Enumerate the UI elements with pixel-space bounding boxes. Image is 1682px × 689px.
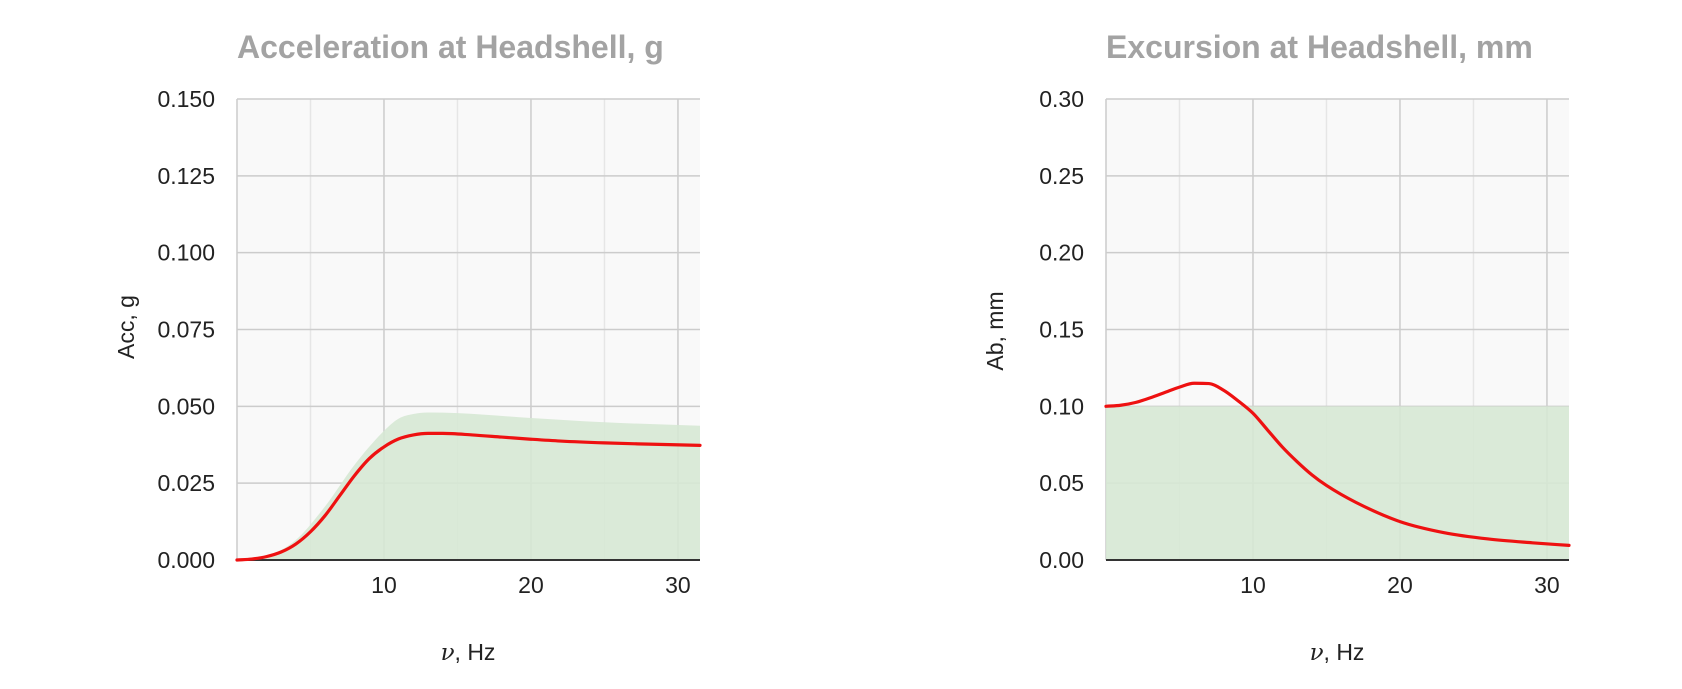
acceleration-y-axis-label: Acc, g <box>113 295 139 359</box>
excursion-x-tick-label: 30 <box>1534 572 1560 598</box>
excursion-tolerance-band <box>1106 406 1569 560</box>
acceleration-y-tick-label: 0.050 <box>157 393 215 419</box>
nu-symbol: ν <box>1310 640 1324 666</box>
acceleration-tolerance-band <box>237 412 700 560</box>
acceleration-chart-title: Acceleration at Headshell, g <box>237 29 664 65</box>
excursion-y-tick-label: 0.20 <box>1039 240 1084 266</box>
excursion-plot-area <box>1104 98 1571 561</box>
excursion-x-tick-label: 10 <box>1240 572 1266 598</box>
acceleration-response-curve <box>235 431 702 562</box>
excursion-x-axis-label: ν, Hz <box>1310 639 1365 666</box>
acceleration-chart: Acceleration at Headshell, g Acc, g ν, H… <box>113 29 702 666</box>
x-axis-unit: , Hz <box>455 639 496 665</box>
acceleration-x-tick-label: 20 <box>518 572 544 598</box>
excursion-chart: Excursion at Headshell, mm Ab, mm ν, Hz … <box>982 29 1571 666</box>
excursion-x-tick-label: 20 <box>1387 572 1413 598</box>
excursion-y-tick-label: 0.05 <box>1039 470 1084 496</box>
excursion-y-tick-label: 0.30 <box>1039 86 1084 112</box>
excursion-response-curve <box>1104 381 1571 547</box>
acceleration-y-tick-label: 0.125 <box>157 163 215 189</box>
acceleration-x-tick-label: 30 <box>665 572 691 598</box>
excursion-y-tick-label: 0.15 <box>1039 317 1084 343</box>
nu-symbol: ν <box>441 640 455 666</box>
acceleration-x-axis-label: ν, Hz <box>441 639 496 666</box>
acceleration-y-tick-label: 0.075 <box>157 317 215 343</box>
excursion-y-tick-label: 0.10 <box>1039 393 1084 419</box>
acceleration-y-tick-label: 0.025 <box>157 470 215 496</box>
acceleration-plot-area <box>235 98 702 562</box>
excursion-chart-title: Excursion at Headshell, mm <box>1106 29 1533 65</box>
excursion-y-tick-label: 0.00 <box>1039 547 1084 573</box>
acceleration-y-tick-label: 0.000 <box>157 547 215 573</box>
x-axis-unit: , Hz <box>1324 639 1365 665</box>
excursion-y-tick-label: 0.25 <box>1039 163 1084 189</box>
excursion-y-axis-label: Ab, mm <box>982 291 1008 370</box>
acceleration-x-tick-label: 10 <box>371 572 397 598</box>
acceleration-y-tick-label: 0.100 <box>157 240 215 266</box>
acceleration-y-tick-label: 0.150 <box>157 86 215 112</box>
